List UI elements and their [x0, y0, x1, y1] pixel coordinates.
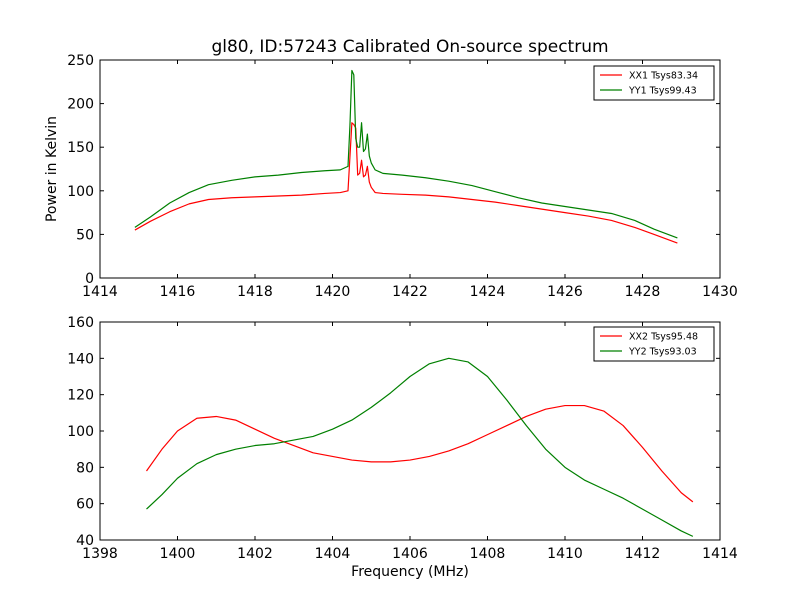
y-tick-label: 120 — [67, 388, 94, 404]
chart-panel-2: 1398 1400 1402 1404 1406 1408 1410 1412 1414 40 60… — [67, 315, 738, 580]
x-tick-label: 1428 — [625, 284, 661, 300]
x-tick-label: 1400 — [160, 546, 196, 562]
x-tick-label: 1430 — [702, 284, 738, 300]
x-tick-label: 1398 — [82, 546, 118, 562]
legend-box — [593, 326, 715, 362]
x-tick-label: 1420 — [315, 284, 351, 300]
legend-box — [593, 65, 715, 101]
x-tick-label: 1416 — [160, 284, 196, 300]
y-tick-label: 50 — [76, 227, 94, 243]
series-line-2-2 — [146, 357, 694, 537]
y-tick-label: 0 — [85, 271, 94, 287]
x-tick-label: 1404 — [315, 546, 351, 562]
x-tick-label: 1414 — [82, 284, 118, 300]
x-tick-label: 1412 — [625, 546, 661, 562]
y-tick-label: 200 — [67, 97, 94, 113]
series-line-1-2 — [134, 69, 678, 239]
legend: XX1 Tsys83.34 YY1 Tsys99.43 — [593, 65, 715, 101]
y-tick-label: 250 — [67, 53, 94, 69]
y-tick-label: 160 — [67, 315, 94, 331]
legend-label: YY1 Tsys99.43 — [628, 86, 697, 97]
y-tick-label: 100 — [67, 184, 94, 200]
x-tick-label: 1424 — [470, 284, 506, 300]
series-line-1-1 — [134, 122, 678, 244]
series-line-2-1 — [146, 404, 694, 503]
x-tick-label: 1406 — [392, 546, 428, 562]
y-tick-label: 100 — [67, 424, 94, 440]
legend-label: XX2 Tsys95.48 — [629, 332, 698, 343]
x-tick-label: 1426 — [547, 284, 583, 300]
y-tick-label: 150 — [67, 140, 94, 156]
y-tick-label: 60 — [76, 497, 94, 513]
y-tick-label: 40 — [76, 533, 94, 549]
x-tick-label: 1410 — [547, 546, 583, 562]
x-axis-label: Frequency (MHz) — [351, 564, 469, 580]
x-tick-label: 1414 — [702, 546, 738, 562]
y-tick-label: 140 — [67, 351, 94, 367]
x-tick-label: 1418 — [237, 284, 273, 300]
legend: XX2 Tsys95.48 YY2 Tsys93.03 — [593, 326, 715, 362]
x-tick-label: 1402 — [237, 546, 273, 562]
chart-panel-1: 1414 1416 1418 1420 1422 1424 1426 1428 1430 0 50 1… — [44, 37, 738, 300]
x-tick-label: 1408 — [470, 546, 506, 562]
y-tick-label: 80 — [76, 460, 94, 476]
legend-label: XX1 Tsys83.34 — [629, 71, 698, 82]
y-axis-label: Power in Kelvin — [44, 116, 60, 222]
x-tick-label: 1422 — [392, 284, 428, 300]
legend-label: YY2 Tsys93.03 — [628, 347, 697, 358]
chart-title: gl80, ID:57243 Calibrated On-source spec… — [211, 37, 608, 57]
